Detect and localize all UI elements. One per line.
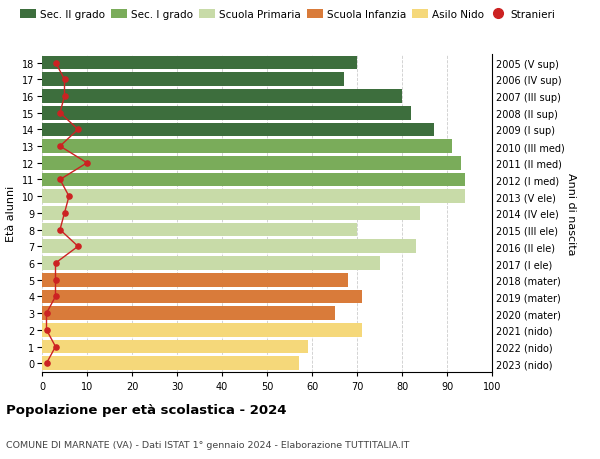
Legend: Sec. II grado, Sec. I grado, Scuola Primaria, Scuola Infanzia, Asilo Nido, Stran: Sec. II grado, Sec. I grado, Scuola Prim…: [20, 10, 555, 20]
Y-axis label: Età alunni: Età alunni: [7, 185, 16, 241]
Bar: [42, 73, 344, 87]
Point: [42, 326, 52, 334]
Point: [42, 360, 52, 367]
Point: [51, 260, 61, 267]
Text: Popolazione per età scolastica - 2024: Popolazione per età scolastica - 2024: [6, 403, 287, 416]
Bar: [42, 207, 420, 220]
Point: [42, 310, 52, 317]
Bar: [42, 323, 362, 337]
Point: [55, 226, 65, 234]
Bar: [42, 307, 335, 320]
Bar: [42, 157, 461, 170]
Bar: [42, 56, 357, 70]
Text: COMUNE DI MARNATE (VA) - Dati ISTAT 1° gennaio 2024 - Elaborazione TUTTITALIA.IT: COMUNE DI MARNATE (VA) - Dati ISTAT 1° g…: [6, 441, 409, 449]
Point: [73, 243, 83, 251]
Bar: [42, 123, 434, 137]
Point: [82, 160, 92, 167]
Bar: [42, 240, 416, 254]
Point: [55, 110, 65, 117]
Point: [51, 60, 61, 67]
Bar: [42, 223, 357, 237]
Point: [73, 126, 83, 134]
Point: [55, 143, 65, 151]
Point: [60, 93, 70, 101]
Point: [51, 293, 61, 301]
Bar: [42, 340, 308, 353]
Bar: [42, 90, 402, 104]
Bar: [42, 273, 348, 287]
Y-axis label: Anni di nascita: Anni di nascita: [566, 172, 576, 255]
Bar: [42, 190, 465, 204]
Point: [51, 276, 61, 284]
Bar: [42, 257, 380, 270]
Point: [55, 176, 65, 184]
Point: [60, 210, 70, 217]
Bar: [42, 140, 452, 154]
Point: [64, 193, 74, 201]
Point: [60, 76, 70, 84]
Bar: [42, 173, 465, 187]
Point: [51, 343, 61, 351]
Bar: [42, 290, 362, 303]
Bar: [42, 106, 411, 120]
Bar: [42, 357, 299, 370]
